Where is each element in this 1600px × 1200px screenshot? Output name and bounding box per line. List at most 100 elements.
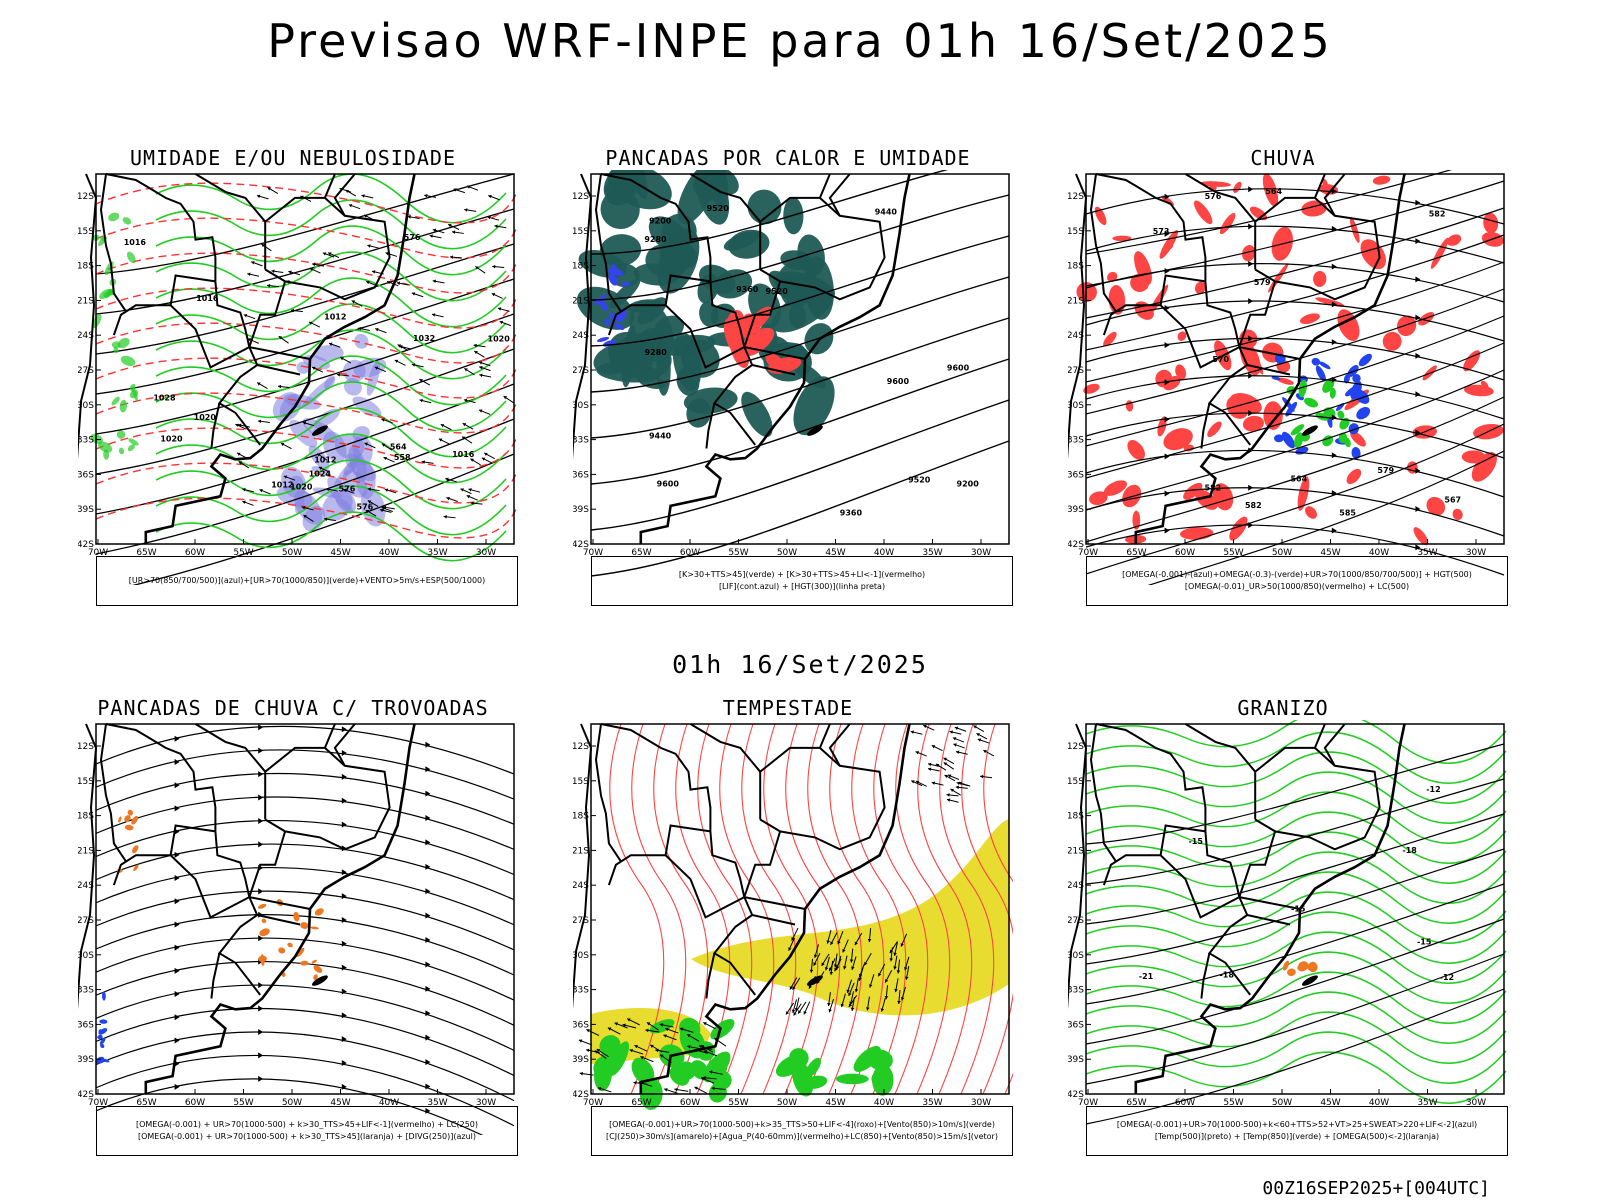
lc250-streamline [95, 1078, 484, 1135]
wind-vector-head [803, 1010, 807, 1015]
contour-label: 570 [1212, 355, 1229, 364]
state-border [594, 723, 622, 862]
wind-vector-head [411, 292, 416, 296]
lc500-streamline-arrowhead [1331, 301, 1337, 308]
contour-label: 576 [339, 485, 356, 494]
omega-blue-area [1348, 423, 1359, 435]
lagoon [1301, 975, 1318, 986]
lat-tick-label: 36S [573, 1020, 589, 1030]
lc500-streamline-arrowhead [1248, 484, 1254, 491]
lc500-streamline-arrowhead [1415, 352, 1421, 359]
state-border [1313, 173, 1326, 199]
state-border [1089, 723, 1117, 862]
lc250-streamline-arrowhead [425, 912, 431, 919]
wind-vector-head [910, 730, 915, 734]
wind-vector-head [850, 1007, 855, 1011]
contour-label: 564 [1265, 187, 1282, 196]
rain-red-area [1083, 383, 1100, 394]
lat-tick-label: 21S [573, 846, 589, 856]
wind-vector-head [396, 281, 401, 286]
contour-label: -15 [1188, 837, 1203, 846]
lat-tick-label: 15S [1068, 777, 1084, 787]
wind-vector-head [627, 1018, 631, 1022]
contour-label: 9200 [957, 480, 980, 489]
lc850-red-contour [763, 723, 819, 1095]
contour-label: 582 [1429, 209, 1446, 218]
lat-tick-label: 18S [78, 262, 94, 272]
wind-vector-head [312, 262, 316, 267]
rain-red-area [1229, 516, 1248, 541]
lc250-streamline-arrowhead [174, 898, 180, 905]
divergence-blue-area [100, 1058, 110, 1063]
wind850-green-area [804, 1075, 828, 1089]
wind-vector-head [840, 1003, 845, 1008]
map-frame [95, 723, 515, 1095]
state-border [1254, 196, 1381, 301]
state-border [210, 402, 221, 449]
wind-vector-head [586, 1029, 590, 1033]
wind-vector-head [829, 971, 834, 975]
lc500-streamline-arrowhead [1164, 193, 1170, 200]
lc500-streamline-arrowhead [1331, 527, 1337, 534]
omega-blue-area [1311, 357, 1321, 366]
hgt500-contour [1085, 396, 1505, 543]
humidity-blue-area [352, 426, 370, 442]
wind-vector-head [468, 488, 472, 492]
lc500-streamline-arrowhead [1164, 453, 1170, 460]
wind-vector-head [946, 793, 950, 797]
lat-tick-label: 12S [573, 192, 589, 202]
lon-tick-label: 45W [330, 548, 350, 558]
wind-vector-head [462, 423, 467, 427]
wind-vector-head [958, 781, 963, 786]
rain-red-area [1163, 376, 1181, 391]
lat-tick-label: 18S [1068, 812, 1084, 822]
rain-red-area [1112, 235, 1132, 242]
wind-vector-head [345, 189, 349, 194]
wind-vector-head [367, 487, 372, 491]
wind-vector-head [785, 1011, 790, 1015]
lif-blue-area [613, 322, 625, 331]
contour-label: 9440 [649, 431, 672, 440]
panel-legend: [OMEGA(-0.001)+UR>70(1000-500)+k<60+TTS>… [1086, 1106, 1508, 1156]
lon-tick-label: 40W [1369, 548, 1389, 558]
wind-vector-head [955, 750, 960, 755]
lat-tick-label: 27S [78, 366, 94, 376]
wind-vector-head [935, 763, 940, 768]
humidity-blue-area [343, 458, 361, 476]
wind-vector-head [953, 743, 957, 747]
lc500-streamline-arrowhead [1415, 429, 1421, 436]
lon-tick-label: 70W [88, 548, 108, 558]
wind-vector-head [851, 966, 855, 970]
storm-orange-area [296, 947, 305, 957]
lc500-streamline [1085, 225, 1505, 264]
legend-line-2: [CJ(250)>30m/s](amarelo)+[Agua_P(40-60mm… [606, 1132, 998, 1141]
rain-red-area [1219, 212, 1236, 235]
wind-vector-head [889, 949, 894, 954]
state-border [742, 281, 806, 360]
wind-vector-head [664, 1088, 668, 1092]
wind-vector-head [301, 505, 306, 510]
state-border [600, 723, 712, 832]
temp500-contour [1085, 918, 1505, 1045]
lc250-streamline-arrowhead [258, 724, 264, 731]
lon-tick-label: 60W [1175, 548, 1195, 558]
lc500-streamline [1085, 263, 1505, 303]
wind-vector-head [328, 342, 333, 346]
wind-vector-head [499, 320, 504, 325]
lc500-streamline [1085, 188, 1505, 225]
wind-vector-head [484, 452, 488, 456]
lif-blue-area [599, 299, 608, 311]
wind-vector-head [242, 500, 246, 504]
wind-vector-head [949, 730, 953, 734]
rain-red-area [1480, 380, 1489, 389]
instability-red-area [739, 327, 775, 357]
contour-label: 9520 [908, 475, 931, 484]
wind-vector-head [808, 985, 812, 989]
wind-vector-head [328, 252, 332, 256]
lc500-streamline [1085, 412, 1505, 459]
omega-green-area [1294, 432, 1304, 448]
lc250-streamline-arrowhead [341, 726, 347, 733]
map-pancadas-calor: 9600960096009520952095209440944093609360… [573, 170, 1010, 577]
wind-vector-head [278, 336, 283, 340]
storm-orange-area [124, 815, 131, 823]
